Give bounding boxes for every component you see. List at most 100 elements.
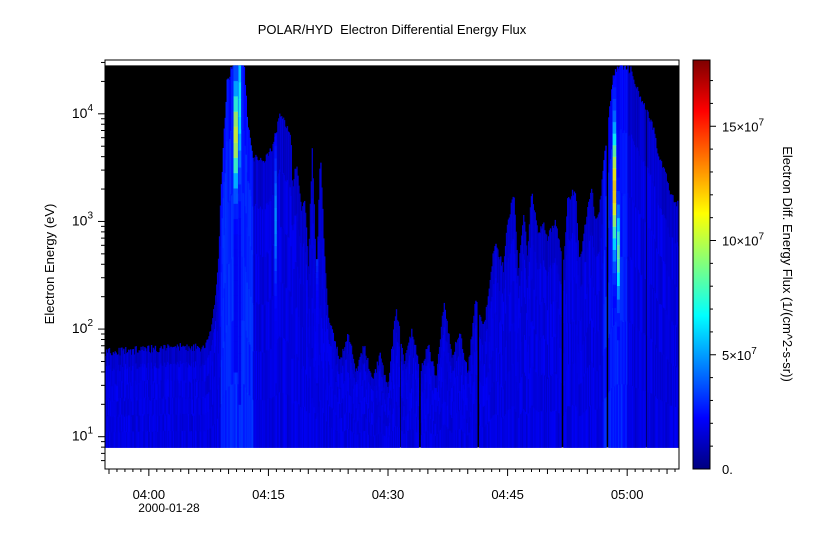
flux-cell [185, 431, 187, 448]
flux-cell [460, 429, 463, 448]
flux-cell [292, 360, 294, 405]
flux-cell [320, 400, 322, 448]
flux-cell [664, 355, 667, 402]
flux-cell [503, 256, 506, 289]
flux-cell [467, 383, 469, 397]
flux-cell [248, 341, 250, 395]
flux-cell [170, 397, 172, 415]
flux-cell [424, 373, 426, 389]
flux-cell [501, 295, 503, 327]
flux-cell [534, 408, 536, 448]
flux-cell [490, 330, 492, 361]
flux-cell [276, 184, 278, 238]
flux-cell [545, 304, 547, 341]
flux-cell [201, 347, 203, 365]
flux-cell [186, 344, 188, 363]
flux-cell [535, 409, 537, 448]
flux-cell [509, 408, 512, 448]
flux-cell [223, 128, 225, 183]
flux-cell [536, 336, 538, 374]
flux-cell [638, 96, 641, 156]
flux-cell [464, 404, 467, 420]
flux-cell [288, 289, 291, 343]
flux-cell [592, 407, 595, 448]
flux-cell [456, 343, 458, 361]
flux-cell [117, 431, 119, 448]
flux-cell [162, 398, 164, 416]
flux-cell [554, 295, 556, 335]
flux-cell [603, 351, 605, 400]
flux-cell [315, 389, 317, 419]
flux-cell [281, 171, 283, 228]
flux-cell [642, 161, 645, 220]
flux-cell [528, 261, 531, 300]
flux-cell [426, 381, 428, 399]
flux-cell [231, 68, 233, 133]
flux-cell [306, 279, 309, 314]
flux-cell [436, 377, 439, 393]
flux-cell [583, 304, 585, 341]
flux-cell [229, 138, 231, 201]
flux-cell [585, 261, 587, 300]
flux-cell [408, 412, 410, 431]
flux-cell [246, 282, 248, 338]
flux-cell [117, 400, 119, 417]
flux-cell [345, 429, 347, 448]
flux-cell [582, 378, 584, 414]
flux-cell [260, 303, 263, 353]
flux-cell [350, 345, 353, 363]
x-tick-label: 04:45 [491, 487, 524, 502]
flux-cell [378, 386, 380, 402]
flux-cell [450, 348, 452, 366]
flux-cell [672, 195, 674, 238]
flux-cell [388, 436, 390, 448]
flux-cell [392, 363, 394, 381]
flux-cell [641, 158, 644, 217]
flux-cell [512, 280, 514, 323]
flux-cell [486, 328, 489, 353]
flux-cell [319, 401, 321, 448]
flux-cell [306, 346, 309, 381]
flux-cell [134, 430, 137, 448]
flux-cell [301, 408, 303, 448]
flux-cell [479, 314, 481, 338]
flux-cell [563, 259, 565, 292]
flux-cell [357, 379, 359, 394]
flux-cell [650, 392, 652, 448]
flux-cell [106, 415, 109, 433]
flux-cell [408, 360, 410, 378]
flux-cell [473, 425, 475, 448]
flux-cell [659, 351, 662, 400]
flux-cell [156, 415, 159, 432]
flux-cell [155, 383, 158, 400]
flux-cell [178, 382, 181, 400]
flux-cell [376, 404, 379, 420]
flux-cell [260, 160, 263, 209]
flux-cell [590, 192, 592, 236]
flux-cell [578, 257, 580, 290]
flux-cell [527, 378, 530, 414]
flux-cell [196, 362, 199, 381]
flux-cell [304, 251, 307, 292]
flux-cell [586, 370, 588, 410]
flux-cell [117, 354, 119, 371]
flux-cell [213, 355, 215, 379]
hot-band-cell [238, 268, 242, 287]
flux-cell [535, 258, 537, 297]
flux-cell [572, 279, 575, 322]
flux-cell [105, 401, 107, 418]
flux-cell [131, 365, 134, 383]
flux-cell [227, 78, 229, 141]
flux-cell [599, 199, 601, 242]
hot-band-cell [612, 168, 617, 181]
flux-cell [347, 409, 350, 430]
flux-cell [171, 347, 174, 365]
flux-cell [511, 364, 513, 407]
flux-cell [269, 248, 271, 299]
flux-cell [303, 242, 306, 284]
flux-cell [674, 365, 676, 408]
flux-cell [642, 275, 645, 334]
flux-cell [499, 259, 501, 292]
flux-cell [284, 287, 287, 341]
flux-cell [268, 348, 270, 399]
